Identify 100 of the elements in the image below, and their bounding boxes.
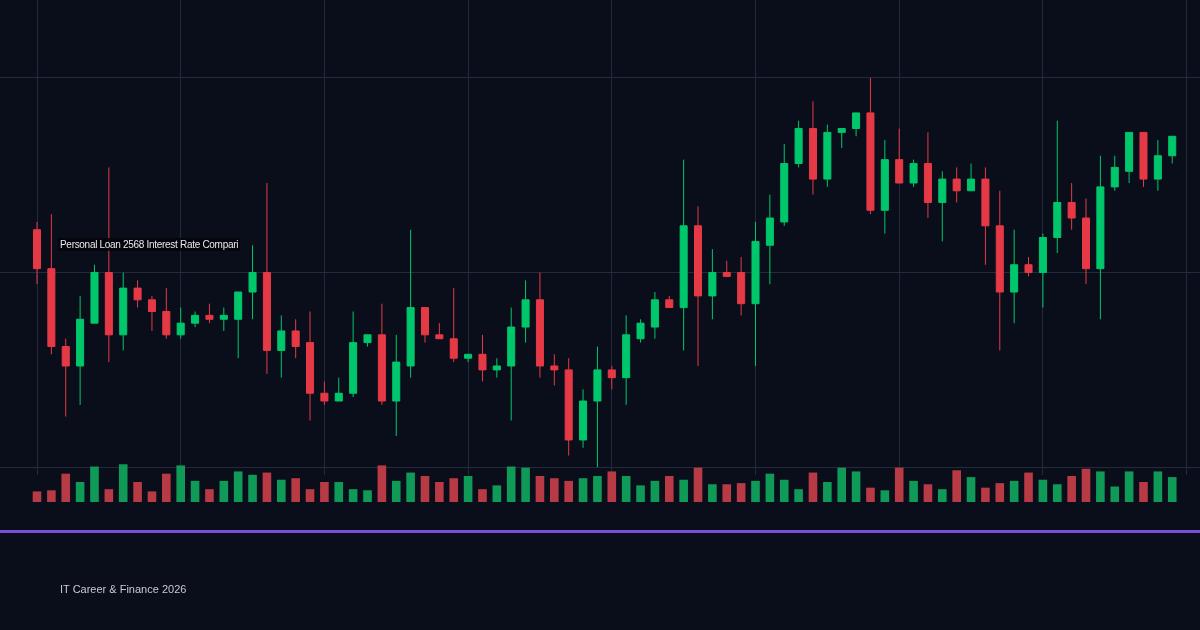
bar <box>377 465 387 502</box>
bar <box>722 484 732 502</box>
bar <box>1167 477 1177 502</box>
bar <box>693 467 703 502</box>
bar <box>923 484 933 502</box>
candlestick <box>780 143 789 227</box>
candlestick <box>808 100 817 196</box>
candlestick <box>1096 155 1105 320</box>
bar <box>823 482 832 502</box>
text: Personal Loan 2568 Interest Rate Compari <box>58 238 241 251</box>
bar <box>1081 468 1091 502</box>
candlestick <box>507 307 516 421</box>
bar <box>348 489 358 502</box>
candlestick <box>1110 155 1119 192</box>
candlestick <box>1024 256 1033 277</box>
candlestick <box>1010 229 1019 324</box>
candlestick <box>47 213 56 355</box>
candlestick <box>679 159 688 351</box>
candlestick <box>938 170 947 242</box>
bar <box>866 487 875 502</box>
bar <box>880 490 890 502</box>
candlestick <box>1038 233 1047 309</box>
candlestick <box>449 287 458 363</box>
bar <box>894 467 904 502</box>
bar <box>564 480 573 502</box>
bar <box>578 478 588 502</box>
bar <box>794 489 803 502</box>
bar <box>478 489 487 502</box>
candlestick <box>737 256 746 316</box>
bar <box>61 473 71 502</box>
candlestick <box>119 272 128 351</box>
candlestick <box>981 166 990 266</box>
candlestick <box>535 272 544 379</box>
bar <box>1139 482 1148 502</box>
candlestick <box>306 310 315 421</box>
bar <box>262 472 272 502</box>
bar <box>205 489 214 502</box>
candlestick <box>377 303 386 406</box>
candlestick <box>967 163 976 192</box>
bar <box>190 480 200 502</box>
bar <box>736 483 746 502</box>
candlestick <box>133 279 142 309</box>
candlestick <box>607 365 616 390</box>
candlestick <box>837 127 846 149</box>
bar <box>851 471 861 502</box>
bar <box>363 490 372 502</box>
bar <box>147 491 157 502</box>
bar <box>391 480 401 502</box>
bar <box>981 487 990 502</box>
bar <box>550 478 559 502</box>
bar <box>305 489 315 502</box>
bar <box>650 480 660 502</box>
candlestick <box>1153 139 1162 192</box>
text: IT Career & Finance 2026 <box>60 583 187 595</box>
bar <box>837 467 847 502</box>
bar <box>535 475 545 502</box>
candlestick <box>90 264 99 324</box>
bar <box>492 485 502 502</box>
bar <box>1110 486 1120 502</box>
candlestick <box>794 120 803 168</box>
bar <box>248 474 257 502</box>
candlestick <box>406 229 415 379</box>
bar <box>276 479 286 502</box>
bar <box>779 479 789 502</box>
candlestick <box>76 295 85 406</box>
candlestick <box>176 307 185 340</box>
bar <box>406 472 415 502</box>
candlestick <box>923 131 932 219</box>
candlestick <box>722 260 731 277</box>
candlestick <box>650 291 659 340</box>
candlestick <box>665 295 674 309</box>
bar <box>463 475 473 502</box>
candlestick <box>866 77 875 215</box>
bar <box>75 482 85 502</box>
bar <box>1124 471 1134 502</box>
candlestick <box>1081 198 1091 285</box>
bar <box>320 482 329 502</box>
bar <box>1052 484 1062 502</box>
candlestick <box>579 388 588 449</box>
candlestick <box>694 205 703 367</box>
bar <box>32 491 42 502</box>
bar <box>636 485 645 502</box>
bar <box>506 466 516 502</box>
bar <box>995 483 1005 502</box>
bar <box>1096 471 1105 502</box>
candlestick <box>1053 120 1062 254</box>
candlestick <box>277 314 286 379</box>
candlestick <box>478 334 487 383</box>
candlestick <box>823 124 832 188</box>
bar <box>938 489 947 502</box>
candlestick <box>1168 135 1177 165</box>
bar <box>1009 480 1019 502</box>
candlestick <box>61 338 70 418</box>
candlestick <box>550 353 559 386</box>
bar <box>708 484 717 502</box>
bar <box>219 480 229 502</box>
candlestick <box>464 353 473 363</box>
candlestick <box>1067 182 1076 231</box>
candlestick <box>191 310 200 328</box>
bar <box>909 480 918 502</box>
